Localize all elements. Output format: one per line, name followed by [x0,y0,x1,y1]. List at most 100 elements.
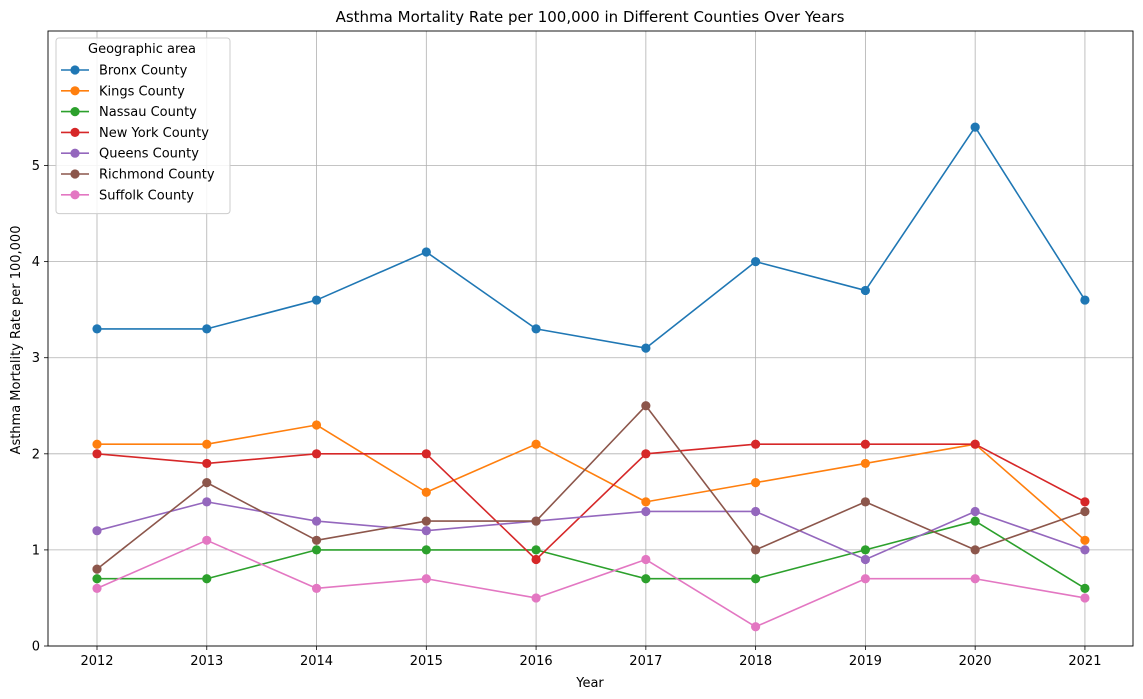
legend-label-bronx-county: Bronx County [99,64,188,79]
data-point-suffolk-county-2019 [860,574,870,584]
data-point-queens-county-2018 [751,506,761,517]
data-point-bronx-county-2012 [92,324,102,334]
legend-label-new-york-county: New York County [99,126,209,141]
data-point-nassau-county-2021 [1080,583,1090,593]
data-point-suffolk-county-2018 [751,622,761,632]
data-point-suffolk-county-2016 [531,593,541,603]
data-point-queens-county-2014 [311,516,322,526]
data-point-new-york-county-2012 [92,449,102,459]
data-point-bronx-county-2019 [860,285,870,296]
data-point-nassau-county-2017 [641,574,651,584]
data-point-new-york-county-2018 [751,439,761,449]
data-point-new-york-county-2013 [202,458,212,469]
x-tick-label-2014: 2014 [300,654,333,669]
data-point-new-york-county-2019 [860,439,870,449]
y-tick-label-5: 5 [32,159,40,174]
legend-marker-new-york-county [70,127,80,137]
x-tick-label-2017: 2017 [629,654,662,669]
data-point-suffolk-county-2021 [1080,593,1090,603]
data-point-richmond-county-2013 [202,478,212,488]
data-point-richmond-county-2021 [1080,506,1090,517]
x-tick-label-2016: 2016 [520,654,553,669]
data-point-bronx-county-2016 [531,324,541,334]
x-axis-label: Year [575,676,604,691]
data-point-richmond-county-2018 [751,545,761,555]
data-point-richmond-county-2012 [92,564,102,574]
data-point-new-york-county-2021 [1080,497,1090,507]
data-point-new-york-county-2020 [970,439,980,449]
data-point-nassau-county-2019 [860,545,870,555]
data-point-kings-county-2018 [751,478,761,488]
data-point-nassau-county-2020 [970,516,980,526]
legend-title: Geographic area [88,42,196,57]
x-tick-label-2021: 2021 [1068,654,1101,669]
data-point-queens-county-2017 [641,506,651,517]
chart-title: Asthma Mortality Rate per 100,000 in Dif… [336,8,845,26]
y-tick-label-1: 1 [32,543,40,558]
data-point-kings-county-2021 [1080,535,1090,545]
data-point-bronx-county-2014 [311,295,322,305]
data-point-queens-county-2015 [421,526,431,536]
series-line-richmond-county [96,404,1086,570]
legend-label-suffolk-county: Suffolk County [99,188,194,203]
legend: Geographic area Bronx County Kings County N… [55,37,231,215]
y-axis-label: Asthma Mortality Rate per 100,000 [9,226,24,455]
x-tick-label-2019: 2019 [849,654,882,669]
data-point-queens-county-2013 [202,497,212,507]
data-point-queens-county-2020 [970,506,980,517]
y-tick-label-3: 3 [32,351,40,366]
x-tick-label-2012: 2012 [80,654,113,669]
data-point-richmond-county-2015 [421,516,431,526]
plot-area: 2012 2013 2014 2015 2016 2017 2018 2019 2020 2021… [32,30,1134,669]
data-point-nassau-county-2014 [311,545,322,555]
data-point-nassau-county-2018 [751,574,761,584]
data-point-kings-county-2013 [202,439,212,449]
series-line-bronx-county [97,126,1086,349]
data-point-nassau-county-2016 [531,545,541,555]
y-tick-label-4: 4 [32,255,40,270]
legend-marker-queens-county [70,148,80,158]
data-point-kings-county-2014 [311,420,322,430]
data-point-kings-county-2012 [92,439,102,449]
data-point-richmond-county-2017 [641,401,651,411]
data-point-suffolk-county-2017 [641,554,651,565]
legend-label-kings-county: Kings County [99,84,185,99]
axes-frame [47,30,1134,647]
y-tick-label-2: 2 [32,447,40,462]
legend-box [55,37,231,215]
data-point-suffolk-county-2012 [92,583,102,593]
data-point-kings-county-2016 [531,439,541,449]
data-point-bronx-county-2020 [970,122,980,132]
legend-marker-nassau-county [70,107,80,117]
legend-marker-richmond-county [70,169,80,179]
data-point-suffolk-county-2014 [311,583,322,593]
data-point-nassau-county-2013 [202,574,212,584]
data-point-queens-county-2012 [92,526,102,536]
data-point-new-york-county-2016 [531,554,541,565]
data-point-bronx-county-2015 [421,247,431,257]
data-point-kings-county-2015 [421,487,431,497]
data-point-bronx-county-2013 [202,324,212,334]
data-point-bronx-county-2018 [751,257,761,267]
x-tick-label-2015: 2015 [410,654,443,669]
data-point-queens-county-2019 [860,554,870,565]
data-point-bronx-county-2017 [641,343,651,353]
x-tick-label-2013: 2013 [190,654,223,669]
data-point-new-york-county-2014 [311,449,322,459]
data-point-richmond-county-2020 [970,545,980,555]
data-point-new-york-county-2017 [641,449,651,459]
data-point-richmond-county-2016 [531,516,541,526]
data-point-nassau-county-2015 [421,545,431,555]
data-point-richmond-county-2014 [311,535,322,545]
series-line-new-york-county [96,443,1086,561]
data-point-kings-county-2017 [641,497,651,507]
series-line-suffolk-county [96,539,1086,628]
data-point-bronx-county-2021 [1080,295,1090,305]
data-point-suffolk-county-2015 [421,574,431,584]
legend-marker-kings-county [70,86,80,96]
x-tick-label-2020: 2020 [959,654,992,669]
legend-label-richmond-county: Richmond County [99,168,215,183]
series-line-kings-county [97,424,1086,541]
data-point-nassau-county-2012 [92,574,102,584]
